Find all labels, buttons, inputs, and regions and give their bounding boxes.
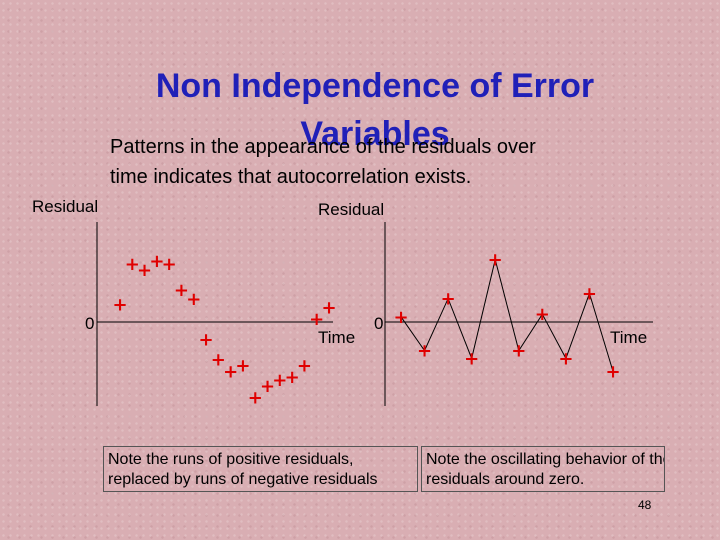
right-chart-point: + [535, 304, 550, 325]
left-chart-point: + [125, 254, 140, 275]
right-chart-line [400, 259, 614, 372]
left-chart-point: + [235, 356, 250, 377]
left-chart-point: + [223, 361, 238, 382]
right-chart-zero-label: 0 [374, 314, 384, 333]
right-chart-point: + [464, 348, 479, 369]
note-runs-line-1: Note the runs of positive residuals, [108, 451, 354, 468]
right-chart-point: + [558, 348, 573, 369]
right-chart-series: + + + + + + + + + + [393, 250, 620, 383]
left-chart-point: + [309, 309, 324, 330]
right-chart-ylabel: Residual [318, 200, 385, 219]
left-chart-point: + [272, 370, 287, 391]
right-chart-point: + [582, 283, 597, 304]
note-oscillating: Note the oscillating behavior of the res… [421, 446, 665, 492]
right-chart-point: + [511, 341, 526, 362]
left-chart-series: ++++++++++++++++++ [112, 251, 336, 408]
title-line-2: Variables [300, 115, 450, 153]
left-chart-point: + [186, 289, 201, 310]
left-chart-point: + [248, 387, 263, 408]
note-oscillating-line-2: residuals around zero. [426, 471, 585, 488]
left-chart-point: + [321, 298, 336, 319]
left-chart-point: + [211, 350, 226, 371]
right-chart-point: + [417, 341, 432, 362]
note-runs: Note the runs of positive residuals, rep… [103, 446, 418, 492]
left-chart-point: + [297, 356, 312, 377]
left-chart-point: + [162, 254, 177, 275]
left-chart-point: + [174, 280, 189, 301]
left-chart-ylabel: Residual [32, 197, 99, 216]
page-number: 48 [638, 498, 652, 512]
left-chart-point: + [260, 376, 275, 397]
slide-subtitle: Patterns in the appearance of the residu… [110, 132, 710, 192]
left-chart-xlabel: Time [318, 328, 356, 347]
right-chart-point: + [488, 250, 503, 271]
left-chart-point: + [149, 251, 164, 272]
slide-title: Non Independence of Error Variables [80, 62, 670, 158]
note-runs-line-2: replaced by runs of negative residuals [108, 471, 378, 488]
left-chart-point: + [112, 295, 127, 316]
right-chart-point: + [393, 307, 408, 328]
left-chart-zero-label: 0 [85, 314, 95, 333]
right-chart-point: + [441, 289, 456, 310]
subtitle-line-1: Patterns in the appearance of the residu… [110, 136, 536, 158]
left-chart-point: + [285, 367, 300, 388]
title-line-1: Non Independence of Error [155, 67, 595, 105]
left-chart-point: + [137, 260, 152, 281]
subtitle-line-2: time indicates that autocorrelation exis… [110, 166, 472, 188]
left-chart-point: + [199, 329, 214, 350]
right-chart-point: + [605, 361, 620, 382]
note-oscillating-line-1: Note the oscillating behavior of the [426, 451, 665, 468]
right-chart-xlabel: Time [610, 328, 648, 347]
